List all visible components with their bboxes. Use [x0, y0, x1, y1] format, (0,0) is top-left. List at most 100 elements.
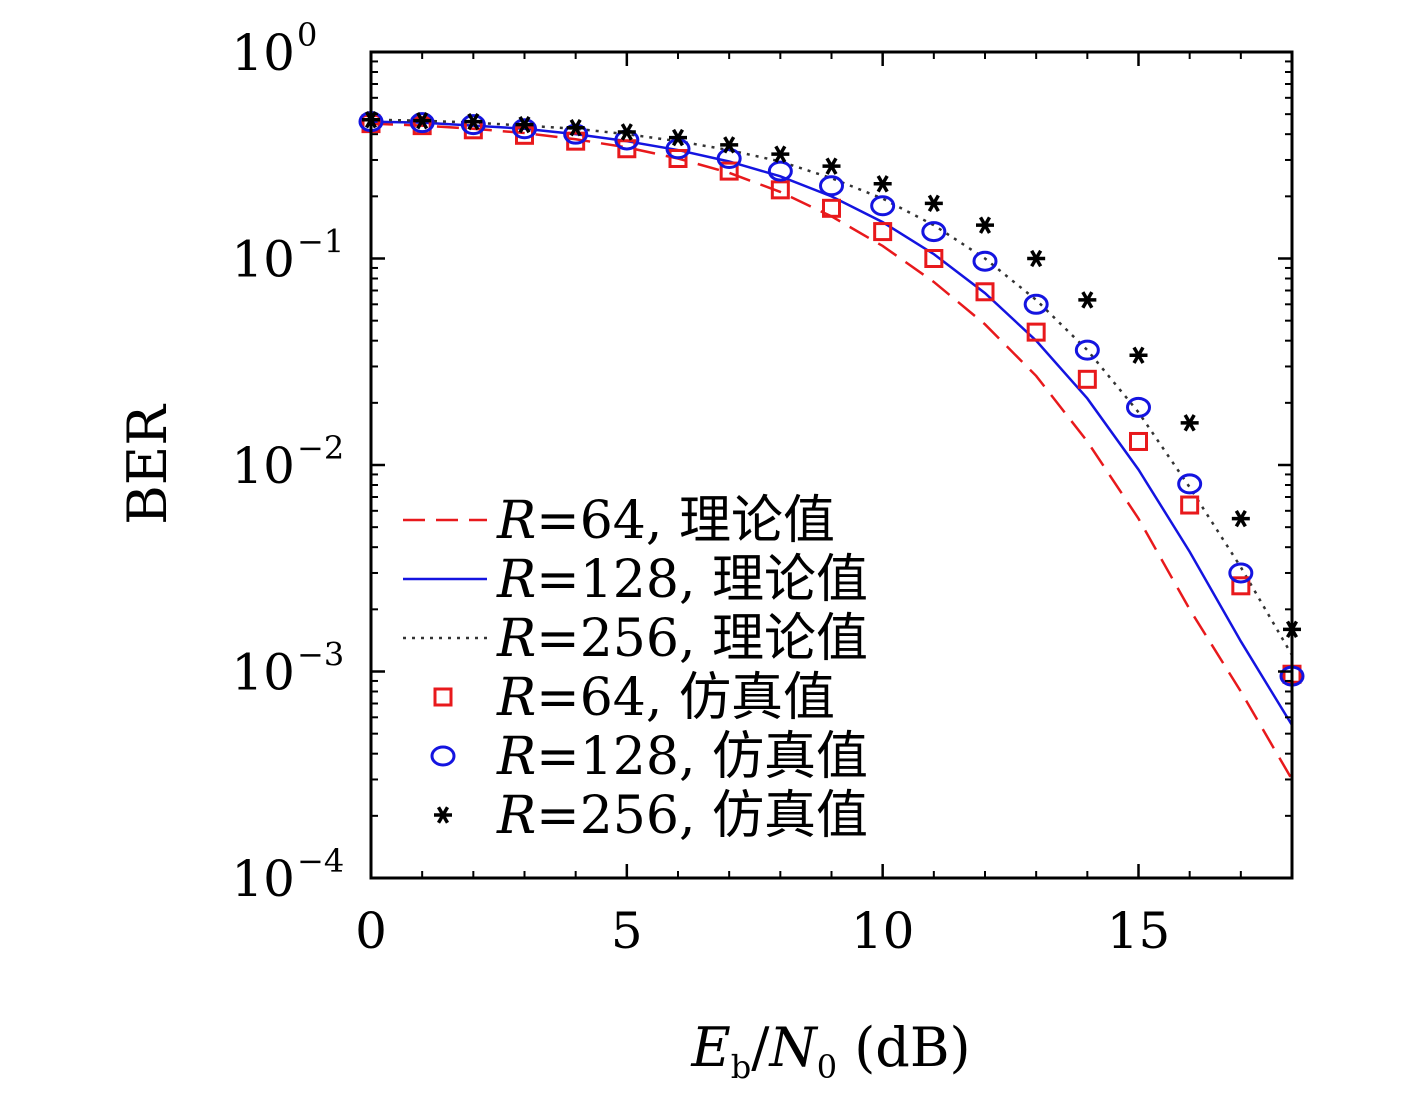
data-point [1126, 396, 1151, 418]
legend-item: R=256, 仿真值 [434, 786, 868, 846]
tick-layer [369, 50, 1293, 880]
y-tick-label: 10−2 [231, 429, 344, 495]
y-tick-label: 10−4 [231, 842, 344, 908]
legend-item: R=64, 理论值 [403, 491, 835, 551]
data-point [976, 216, 994, 234]
data-point [822, 157, 841, 175]
data-point [1231, 509, 1250, 528]
legend-item: R=128, 仿真值 [430, 727, 868, 787]
asterisk-stroke [723, 136, 736, 154]
asterisk-stroke [927, 194, 940, 212]
legend-label-rest: =64, 仿真值 [536, 668, 835, 728]
asterisk-stroke [1030, 249, 1043, 268]
data-point [719, 161, 739, 181]
data-point [669, 128, 687, 147]
asterisk-stroke [1132, 346, 1145, 364]
data-point [566, 119, 585, 137]
data-point [409, 112, 435, 134]
legend-label-var: R [496, 550, 536, 610]
data-point [924, 194, 943, 212]
data-point [1129, 431, 1148, 451]
data-point [870, 195, 896, 217]
data-point [460, 114, 486, 136]
data-point [767, 160, 793, 182]
legend-label-rest: =256, 理论值 [536, 609, 868, 669]
legend-item: R=256, 理论值 [403, 609, 868, 669]
x-axis-title-sub-0: 0 [817, 1048, 837, 1086]
asterisk-stroke [774, 145, 787, 163]
data-point [873, 222, 893, 242]
legend-item: R=128, 理论值 [403, 550, 868, 610]
y-axis-title: BER [116, 404, 179, 525]
asterisk-stroke [1234, 509, 1247, 528]
x-axis-title: Eb/N0 (dB) [690, 1016, 970, 1086]
legend-label: R=256, 仿真值 [496, 786, 868, 846]
data-point [1027, 249, 1046, 268]
legend-label-rest: =256, 仿真值 [536, 786, 868, 846]
legend-label: R=128, 理论值 [496, 550, 868, 610]
asterisk-stroke [978, 216, 992, 234]
legend-label-var: R [496, 491, 536, 551]
asterisk-stroke [876, 175, 889, 193]
x-tick-label: 15 [1107, 902, 1171, 960]
legend-label: R=256, 理论值 [496, 609, 868, 669]
y-tick-label-base: 10 [231, 24, 295, 82]
data-point [924, 249, 944, 268]
data-point [1077, 369, 1097, 389]
data-point [1129, 346, 1148, 364]
x-tick-label: 10 [851, 902, 915, 960]
x-axis-title-n: N [767, 1016, 818, 1079]
y-tick-label-exp: −1 [297, 223, 344, 261]
data-point [512, 118, 537, 140]
legend-label-rest: =128, 仿真值 [536, 727, 868, 787]
y-tick-label-base: 10 [231, 644, 295, 702]
legend-label: R=128, 仿真值 [496, 727, 868, 787]
legend-label-var: R [496, 786, 536, 846]
data-point [921, 221, 947, 243]
y-tick-label-exp: −4 [297, 842, 344, 880]
asterisk-stroke [1183, 414, 1196, 432]
data-point [1177, 473, 1203, 495]
data-point [716, 147, 742, 169]
data-point [1026, 322, 1046, 342]
legend-label-var: R [496, 609, 536, 669]
legend-label-rest: =64, 理论值 [536, 491, 835, 551]
legend-swatch-marker [433, 687, 453, 707]
x-tick-label: 0 [355, 902, 387, 960]
asterisk-stroke [416, 112, 429, 130]
data-point [720, 136, 739, 154]
data-point [819, 175, 844, 197]
data-point [413, 112, 432, 130]
legend-swatch-marker [434, 806, 452, 824]
y-tick-label-base: 10 [231, 437, 295, 495]
data-point [617, 139, 637, 159]
asterisk-stroke [1081, 291, 1094, 309]
legend-label: R=64, 仿真值 [496, 668, 835, 728]
data-point [1074, 339, 1100, 361]
data-point [668, 148, 688, 168]
asterisk-stroke [467, 112, 480, 131]
data-point [972, 250, 998, 272]
x-axis-title-unit: (dB) [837, 1016, 971, 1079]
legend-label: R=64, 理论值 [496, 491, 835, 551]
data-point [770, 180, 790, 200]
series-markers-5 [362, 111, 1301, 639]
legend-label-var: R [496, 727, 536, 787]
data-point [1180, 414, 1199, 432]
series-layer [358, 111, 1305, 781]
data-point [873, 175, 892, 193]
asterisk-stroke [569, 119, 582, 137]
data-point [822, 198, 841, 218]
y-tick-label: 10−1 [231, 223, 344, 289]
data-point [771, 145, 790, 163]
asterisk-stroke [671, 128, 685, 147]
y-tick-label-base: 10 [231, 231, 295, 289]
y-tick-label-exp: −2 [297, 429, 344, 467]
legend-label-rest: =128, 理论值 [536, 550, 868, 610]
y-tick-label-exp: 0 [297, 16, 317, 54]
x-tick-label: 5 [611, 902, 643, 960]
